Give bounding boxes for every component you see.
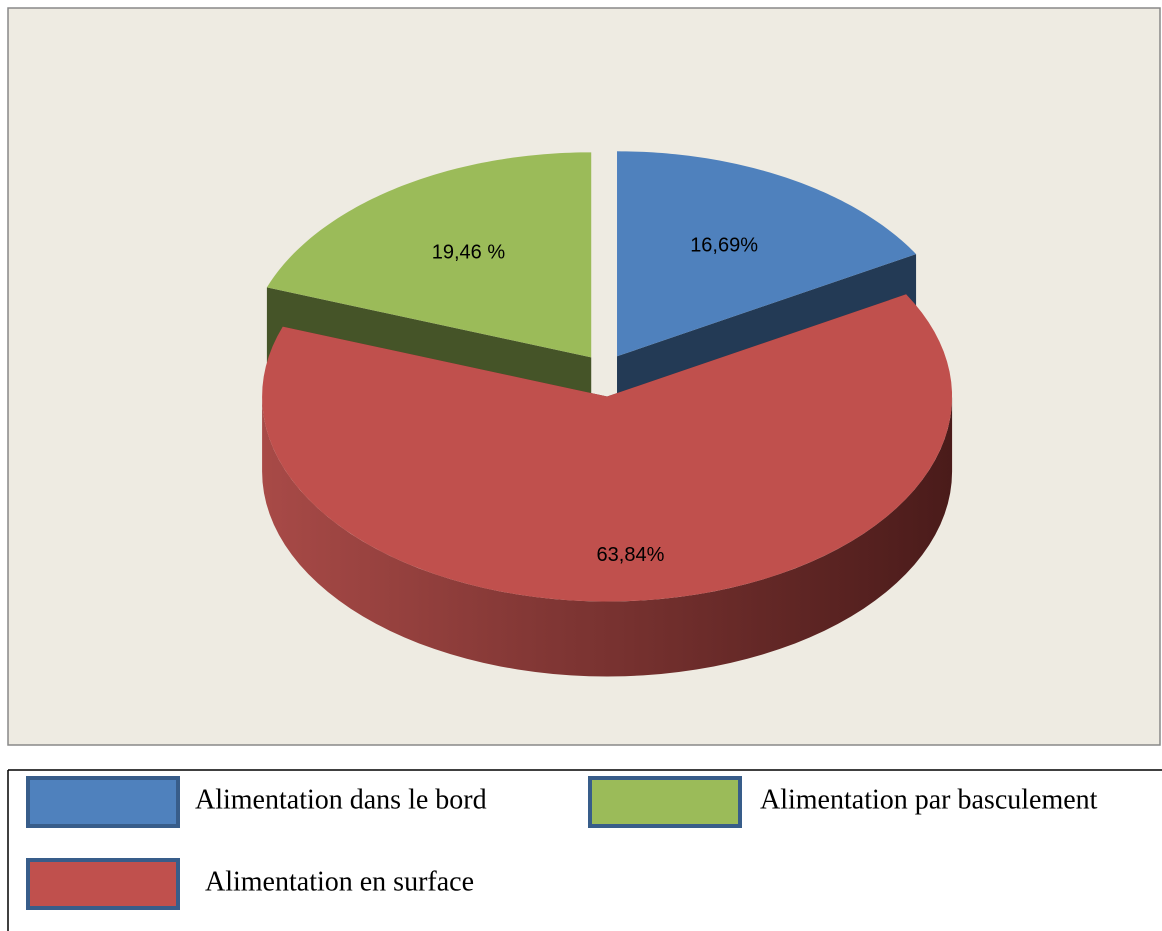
- legend-swatch: [588, 776, 742, 828]
- data-label: 16,69%: [690, 235, 758, 257]
- pie: 16,69% 19,46 % 63,84%: [262, 151, 953, 677]
- slice-top: [262, 294, 953, 602]
- legend-label: Alimentation par basculement: [760, 784, 1098, 815]
- pie-slice: [262, 294, 953, 677]
- legend-label: Alimentation en surface: [205, 866, 474, 897]
- slice-top: [617, 151, 917, 357]
- legend-label: Alimentation dans le bord: [195, 784, 487, 815]
- data-label: 63,84%: [597, 544, 665, 566]
- slice-top: [266, 152, 592, 358]
- legend-frame: [7, 769, 1162, 931]
- legend: Alimentation dans le bord Alimentation en…: [26, 776, 1098, 910]
- legend-swatch: [26, 776, 180, 828]
- legend-swatch: [26, 858, 180, 910]
- slice-wall: [262, 396, 953, 677]
- data-label: 19,46 %: [432, 242, 506, 264]
